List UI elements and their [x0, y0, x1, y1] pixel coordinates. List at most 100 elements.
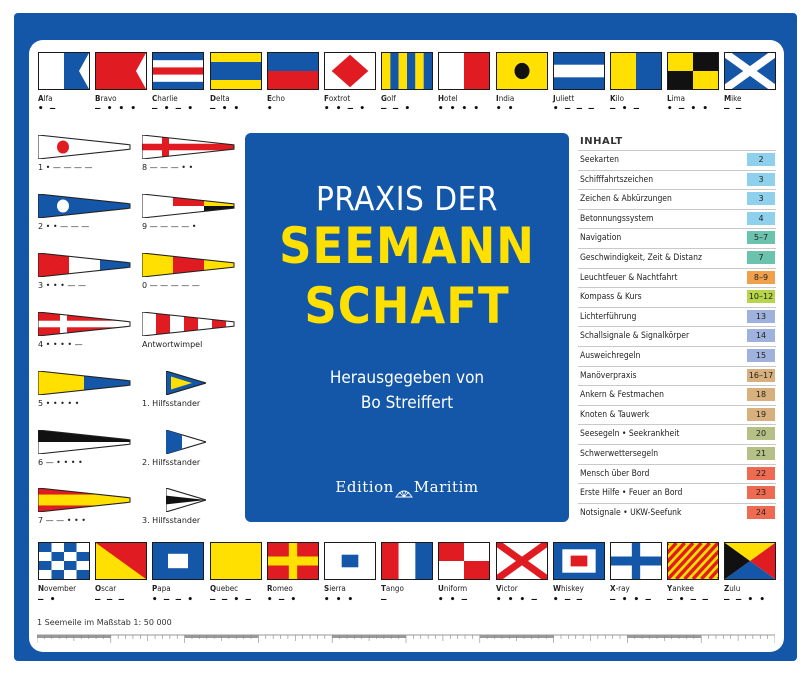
toc-item: Zeichen & Abkürzungen 3 [578, 189, 776, 208]
pennant-p9 [141, 193, 235, 219]
flag-name: Victor [496, 584, 518, 593]
toc-page-number: 7 [747, 251, 775, 264]
pennant-label: 2. Hilfsstander [142, 458, 201, 467]
signal-flag-p [152, 542, 204, 580]
pennant-label: 7 — — • • • [38, 516, 86, 525]
signal-flag-h [438, 52, 490, 90]
toc-item: Seekarten 2 [578, 150, 776, 169]
toc-page-number: 21 [747, 447, 775, 460]
signal-flag-s [324, 542, 376, 580]
morse-code: — • • — [610, 595, 652, 605]
toc-item: Seesegeln • Seekrankheit 20 [578, 424, 776, 443]
toc-item-label: Leuchtfeuer & Nachtfahrt [580, 272, 678, 283]
pennant-label: 3 • • • — — [38, 281, 86, 290]
book-cover-panel: PRAXIS DER SEEMANN SCHAFT Herausgegeben … [245, 133, 569, 522]
toc-heading: INHALT [580, 136, 623, 147]
flag-name: Foxtrot [324, 94, 351, 103]
toc-page-number: 22 [747, 466, 775, 480]
toc-page-number: 24 [747, 505, 775, 519]
flag-name: Delta [210, 94, 230, 103]
flag-name: Tango [381, 584, 404, 593]
toc-item-label: Betonnungssystem [580, 213, 654, 224]
flag-name: Zulu [724, 584, 741, 593]
toc-page-number: 23 [747, 486, 775, 500]
toc-page-number: 2 [747, 153, 775, 166]
morse-code: • • • — [496, 595, 538, 605]
signal-flag-w [553, 542, 605, 580]
signal-flag-b [95, 52, 147, 90]
toc-item-label: Ankern & Festmachen [580, 390, 664, 401]
signal-flag-f [324, 52, 376, 90]
toc-item-label: Schallsignale & Signalkörper [580, 331, 690, 342]
flag-name: Juliett [553, 94, 575, 103]
toc-item: Kompass & Kurs 10–12 [578, 287, 776, 306]
toc-item-label: Schwerwettersegeln [580, 449, 659, 459]
flag-name: Quebec [210, 584, 239, 593]
publisher-name-part2: Maritim [413, 478, 479, 496]
toc-item-label: Navigation [580, 233, 622, 244]
signal-flag-g [381, 52, 433, 90]
morse-code: • • — [438, 595, 468, 605]
shell-icon [394, 484, 413, 497]
pennant-label: 0 — — — — — [142, 281, 200, 290]
signal-flag-j [553, 52, 605, 90]
morse-code: • • [496, 104, 514, 114]
pennant-label: 5 • • • • • [38, 399, 80, 408]
morse-code: — • — — [667, 595, 709, 605]
morse-code: — — • [381, 104, 411, 114]
toc-item: Knoten & Tauwerk 19 [578, 404, 776, 424]
title-line-1: PRAXIS DER [315, 179, 499, 218]
toc-item-label: Knoten & Tauwerk [580, 409, 650, 420]
toc-item-label: Geschwindigkeit, Zeit & Distanz [580, 253, 702, 263]
morse-code: • • • [324, 595, 354, 605]
flag-name: Yankee [667, 584, 694, 593]
pennant-label: 8 — — — • • [142, 163, 194, 172]
morse-code: — — • • [724, 595, 766, 605]
morse-code: • — — — [553, 104, 595, 114]
pennant-label: 4 • • • • — [38, 340, 83, 349]
signal-flag-r [267, 542, 319, 580]
signal-flag-y [667, 542, 719, 580]
flag-name: Mike [724, 94, 742, 103]
toc-item: Ausweichregeln 15 [578, 346, 776, 365]
toc-item: Betonnungssystem 4 [578, 208, 776, 228]
signal-flag-n [38, 542, 90, 580]
morse-code: — • [38, 595, 56, 605]
substitute-pennant-1 [165, 370, 208, 396]
toc-page-number: 18 [747, 388, 775, 402]
flag-name: Alfa [38, 94, 53, 103]
flag-name: Charlie [152, 94, 178, 103]
toc-item-label: Seekarten [580, 155, 619, 165]
toc-page-number: 10–12 [747, 290, 775, 304]
morse-code: — — — [95, 595, 125, 605]
morse-code: — • — [610, 104, 640, 114]
number-pennant-4 [37, 311, 131, 337]
editor-line-1: Herausgegeben von [329, 368, 485, 388]
nautical-mile-scale-bar [37, 634, 775, 643]
morse-code: • — • • [667, 104, 709, 114]
toc-page-number: 16–17 [747, 368, 775, 382]
morse-code: — [381, 595, 387, 605]
toc-item: Mensch über Bord 22 [578, 463, 776, 483]
flag-name: Kilo [610, 94, 624, 103]
morse-code: — • — • [152, 104, 194, 114]
toc-page-number: 3 [747, 172, 775, 186]
toc-item: Schallsignale & Signalkörper 14 [578, 326, 776, 345]
signal-flag-d [210, 52, 262, 90]
toc-item: Schwerwettersegeln 21 [578, 444, 776, 463]
publisher-logo: Edition Maritim [245, 478, 569, 497]
signal-flag-l [667, 52, 719, 90]
toc-item-label: Manöverpraxis [580, 370, 637, 381]
flag-name: Papa [152, 584, 171, 593]
morse-code: • • • • [438, 104, 480, 114]
toc-item: Schifffahrtszeichen 3 [578, 169, 776, 189]
toc-page-number: 5–7 [747, 231, 775, 245]
toc-item-label: Erste Hilfe • Feuer an Bord [580, 488, 683, 499]
pennant-label: 9 — — — — • [142, 222, 197, 231]
signal-flag-e [267, 52, 319, 90]
signal-flag-q [210, 542, 262, 580]
morse-code: • • — • [324, 104, 366, 114]
toc-item: Lichterführung 13 [578, 306, 776, 326]
flag-name: Golf [381, 94, 396, 103]
morse-code: • [267, 104, 273, 114]
